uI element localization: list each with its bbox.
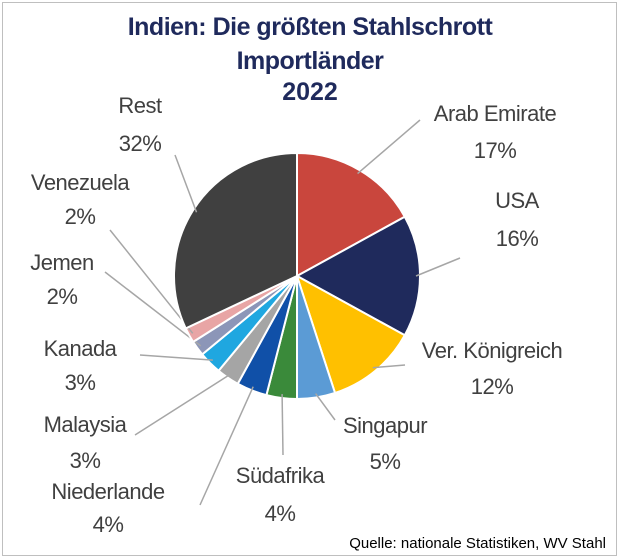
- category-label: Malaysia: [44, 412, 128, 437]
- category-label: Arab Emirate: [434, 101, 557, 126]
- category-label: Rest: [118, 93, 162, 118]
- category-label: Kanada: [44, 336, 118, 361]
- leader-line: [357, 119, 421, 175]
- chart-subtitle: 2022: [282, 78, 338, 106]
- leader-line: [139, 354, 213, 361]
- category-label: USA: [495, 188, 540, 213]
- value-label: 3%: [65, 370, 96, 395]
- pie-slice: [294, 215, 421, 337]
- pie-slice: [296, 151, 407, 278]
- leader-line: [415, 257, 461, 277]
- leader-line: [281, 394, 284, 456]
- category-label: Venezuela: [31, 170, 131, 195]
- value-label: 2%: [47, 284, 78, 309]
- value-label: 32%: [119, 131, 162, 156]
- pie-slice: [295, 273, 407, 395]
- pie-slice: [173, 151, 298, 330]
- value-label: 4%: [93, 512, 124, 537]
- chart-title: Indien: Die größten Stahlschrott Importl…: [127, 13, 493, 75]
- value-label: 2%: [65, 204, 96, 229]
- value-label: 4%: [265, 501, 296, 526]
- category-label: Jemen: [30, 250, 94, 275]
- category-label: Ver. Königreich: [422, 338, 562, 363]
- value-label: 17%: [474, 138, 517, 163]
- value-label: 12%: [471, 374, 514, 399]
- leader-line: [104, 271, 202, 347]
- leader-line: [372, 364, 406, 369]
- category-label: Niederlande: [51, 479, 164, 504]
- leader-line: [174, 154, 198, 213]
- category-label: Singapur: [343, 413, 427, 438]
- source: Quelle: nationale Statistiken, WV Stahl: [349, 535, 606, 552]
- value-label: 16%: [496, 226, 539, 251]
- leader-line: [315, 393, 336, 421]
- value-label: 3%: [70, 448, 101, 473]
- leader-line: [199, 386, 254, 506]
- value-label: 5%: [370, 449, 401, 474]
- leader-line: [109, 229, 194, 334]
- category-label: Südafrika: [236, 463, 326, 488]
- leader-line: [134, 373, 231, 436]
